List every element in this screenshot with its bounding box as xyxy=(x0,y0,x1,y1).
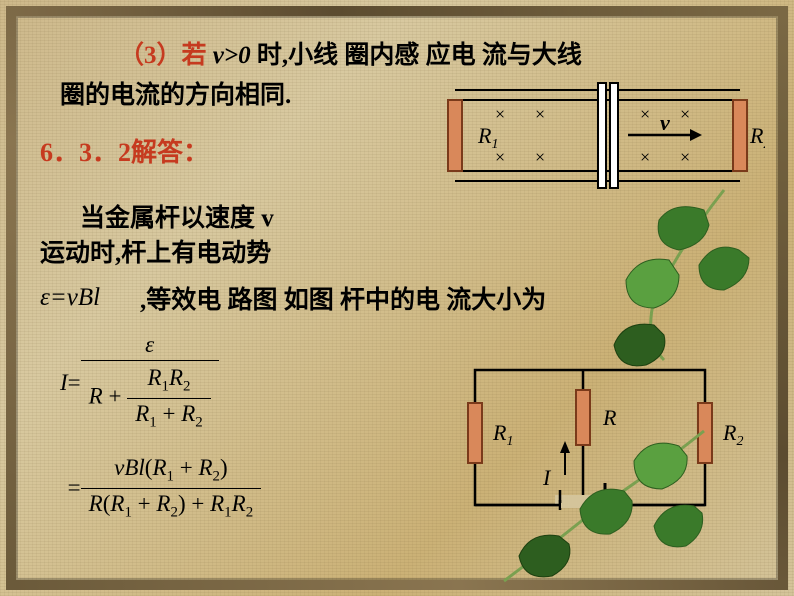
emf-formula: ε=vBl xyxy=(40,284,100,312)
eq1: = xyxy=(68,370,81,396)
frac1-num: ε xyxy=(81,330,219,361)
svg-text:×: × xyxy=(680,104,690,124)
svg-text:×: × xyxy=(535,147,545,167)
p3: + xyxy=(132,491,156,516)
line1: （3）若 v>0 时,小线 圈内感 应电 流与大线 xyxy=(119,35,582,71)
r-h: R xyxy=(110,491,124,516)
current-formula: I = ε R + R1R2 R1 + R2 I = vBl(R1 + R2) xyxy=(60,330,261,541)
frac1-den: R + R1R2 R1 + R2 xyxy=(81,361,219,435)
r-k: R xyxy=(232,491,246,516)
r-e: R xyxy=(152,455,166,480)
d1-R1-label: R1 xyxy=(477,123,498,152)
frac2: vBl(R1 + R2) R(R1 + R2) + R1R2 xyxy=(81,453,262,523)
line1-prefix: （3）若 xyxy=(119,42,213,69)
r-j: R xyxy=(210,491,224,516)
den-plus: + xyxy=(103,383,127,408)
d2-R-label: R xyxy=(602,405,617,430)
formula-row1: I = ε R + R1R2 R1 + R2 xyxy=(60,330,261,435)
svg-text:×: × xyxy=(495,104,505,124)
line1-suffix: 时,小线 圈内感 应电 流与大线 xyxy=(251,42,582,69)
frac1: ε R + R1R2 R1 + R2 xyxy=(81,330,219,435)
r-c: R xyxy=(135,401,149,426)
d2-eps-label: ε xyxy=(610,505,619,530)
r-i: R xyxy=(156,491,170,516)
formula-I: I xyxy=(60,370,68,396)
frac-inner: R1R2 R1 + R2 xyxy=(127,363,211,433)
line2-text: 当金属杆以速度 v xyxy=(80,205,274,232)
inner-den: R1 + R2 xyxy=(127,399,211,434)
circuit-diagram-2: R1 R R2 I ε xyxy=(455,355,765,530)
line1-cond: v>0 xyxy=(213,42,251,69)
circuit-diagram-1: × × × × × × × × R1 v R2 xyxy=(430,78,765,193)
d1-R2-label: R2 xyxy=(749,123,765,152)
d2-I-label: I xyxy=(542,465,552,490)
d2-R1-label: R1 xyxy=(492,420,513,449)
line2d: ,等效电 路图 如图 杆中的电 流大小为 xyxy=(140,280,546,316)
d1-v-label: v xyxy=(660,110,670,135)
formula-row2: I = vBl(R1 + R2) R(R1 + R2) + R1R2 xyxy=(60,453,261,523)
svg-text:×: × xyxy=(640,147,650,167)
line2b: 运动时,杆上有电动势 xyxy=(40,233,271,269)
den-R: R xyxy=(89,383,103,408)
frac2-num: vBl(R1 + R2) xyxy=(81,453,262,489)
line1b: 圈的电流的方向相同. xyxy=(60,75,291,111)
r-a: R xyxy=(147,365,161,390)
slide-content: （3）若 v>0 时,小线 圈内感 应电 流与大线 圈的电流的方向相同. 6．3… xyxy=(20,20,774,576)
vbl: vBl xyxy=(114,455,145,480)
rp2: ) xyxy=(178,491,186,516)
svg-text:×: × xyxy=(535,104,545,124)
answer-label: 6．3．2解答： xyxy=(40,132,209,169)
r-f: R xyxy=(198,455,212,480)
p4: + xyxy=(186,491,210,516)
d2-R2-label: R2 xyxy=(722,420,743,449)
rp1: ) xyxy=(220,455,228,480)
inner-num: R1R2 xyxy=(127,363,211,399)
r-d: R xyxy=(181,401,195,426)
frac2-den: R(R1 + R2) + R1R2 xyxy=(81,489,262,524)
r-g: R xyxy=(89,491,103,516)
svg-text:×: × xyxy=(680,147,690,167)
ivy-leaves-top xyxy=(564,160,784,380)
p1: + xyxy=(157,401,181,426)
line2: 当金属杆以速度 v xyxy=(80,198,274,234)
p2: + xyxy=(174,455,198,480)
svg-text:×: × xyxy=(640,104,650,124)
eq2: = xyxy=(68,475,81,501)
r-b: R xyxy=(169,365,183,390)
